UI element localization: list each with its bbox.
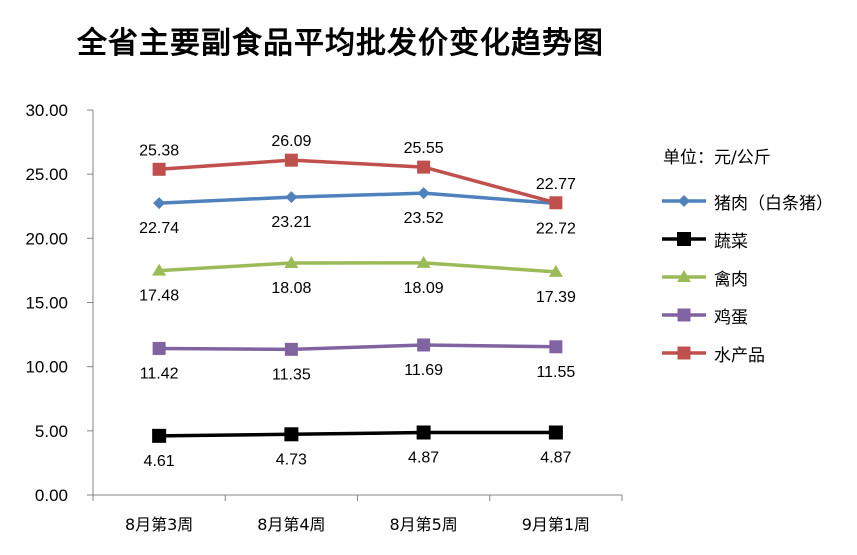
data-label: 23.52 (404, 210, 444, 227)
legend-marker (678, 195, 690, 207)
data-point (284, 153, 298, 167)
legend-item: 猪肉（白条猪） (660, 182, 833, 220)
y-tick-label: 10.00 (25, 358, 68, 377)
legend-item: 鸡蛋 (660, 296, 833, 334)
data-label: 11.55 (536, 364, 575, 381)
data-point (153, 197, 166, 210)
data-label: 11.42 (140, 365, 179, 382)
data-label: 17.39 (536, 289, 576, 306)
legend-item: 水产品 (660, 334, 833, 372)
data-label: 25.55 (404, 140, 444, 157)
series-line (159, 343, 556, 352)
legend-marker (677, 270, 691, 282)
data-point (549, 340, 563, 354)
data-label: 4.87 (540, 450, 571, 467)
x-tick-label: 9月第1周 (522, 515, 590, 534)
series-line (159, 191, 557, 206)
data-point (152, 263, 167, 276)
data-label: 11.35 (272, 366, 311, 383)
data-point (417, 187, 430, 200)
data-label: 4.73 (276, 451, 307, 468)
data-label: 18.08 (271, 280, 311, 297)
data-label: 17.48 (139, 288, 179, 305)
data-label: 18.09 (404, 280, 444, 297)
data-point (417, 160, 431, 174)
y-tick-label: 20.00 (25, 229, 68, 248)
data-label: 22.77 (536, 176, 576, 193)
legend-label: 水产品 (714, 345, 765, 366)
data-label: 11.69 (404, 362, 443, 379)
data-point (416, 425, 431, 440)
y-tick-label: 15.00 (25, 294, 68, 313)
data-label: 4.87 (408, 450, 439, 467)
data-label: 23.21 (271, 214, 311, 231)
data-point (284, 427, 299, 442)
legend-swatch (662, 195, 706, 207)
legend-marker (677, 232, 691, 246)
data-point (152, 162, 166, 176)
series-line (159, 261, 556, 274)
data-point (416, 255, 431, 268)
legend-swatch (662, 232, 706, 246)
data-point (548, 264, 563, 277)
data-point (284, 342, 298, 356)
legend: 单位：元/公斤 猪肉（白条猪） 蔬菜禽肉鸡蛋水产品 (660, 143, 833, 372)
data-label: 26.09 (271, 133, 311, 150)
series-line (159, 158, 557, 205)
legend-label: 鸡蛋 (714, 307, 748, 328)
y-tick-label: 30.00 (25, 101, 68, 120)
series-line (159, 430, 556, 438)
data-label: 22.74 (139, 220, 179, 237)
y-tick-label: 25.00 (25, 165, 68, 184)
x-tick-label: 8月第5周 (389, 515, 457, 534)
legend-swatch (662, 308, 706, 322)
legend-label: 禽肉 (714, 269, 748, 290)
y-tick-label: 5.00 (35, 422, 68, 441)
legend-item: 蔬菜 (660, 220, 833, 258)
data-point (152, 341, 166, 355)
data-point (548, 425, 563, 440)
legend-swatch (662, 270, 706, 282)
data-point (284, 255, 299, 268)
legend-item: 禽肉 (660, 258, 833, 296)
legend-swatch (662, 346, 706, 360)
data-point (417, 338, 431, 352)
legend-marker (677, 346, 691, 360)
data-label: 25.38 (139, 142, 179, 159)
legend-label: 猪肉（白条猪） (714, 193, 833, 214)
data-label: 4.61 (144, 453, 175, 470)
x-tick-label: 8月第4周 (257, 515, 325, 534)
data-point (285, 191, 298, 204)
legend-marker (677, 308, 691, 322)
data-point (152, 428, 167, 443)
y-tick-label: 0.00 (35, 486, 68, 505)
data-point (549, 196, 563, 210)
data-label: 22.72 (536, 220, 576, 237)
chart-title: 全省主要副食品平均批发价变化趋势图 (77, 26, 604, 61)
legend-items: 猪肉（白条猪） 蔬菜禽肉鸡蛋水产品 (660, 182, 833, 372)
unit-label: 单位：元/公斤 (663, 148, 771, 168)
x-tick-label: 8月第3周 (125, 515, 193, 534)
legend-label: 蔬菜 (714, 231, 748, 252)
